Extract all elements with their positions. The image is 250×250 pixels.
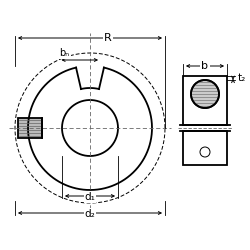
Circle shape xyxy=(191,80,219,108)
Text: R: R xyxy=(104,33,112,43)
Text: t₂: t₂ xyxy=(238,73,246,83)
Text: b: b xyxy=(202,61,208,71)
Text: d₁: d₁ xyxy=(84,192,96,202)
Circle shape xyxy=(200,147,210,157)
Polygon shape xyxy=(18,118,42,138)
Text: bₙ: bₙ xyxy=(60,48,70,58)
Polygon shape xyxy=(183,131,227,165)
Polygon shape xyxy=(183,76,227,125)
Text: d₂: d₂ xyxy=(84,209,96,219)
